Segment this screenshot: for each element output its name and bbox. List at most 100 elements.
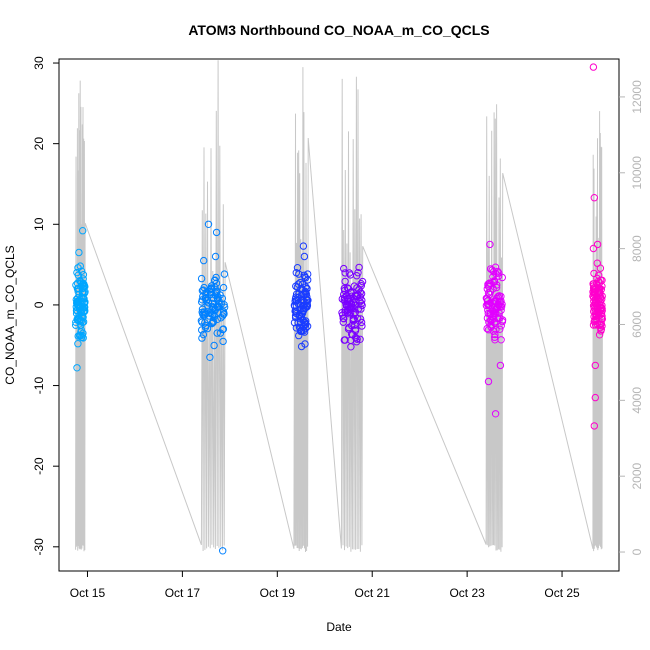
data-point	[199, 330, 208, 339]
data-point	[220, 270, 229, 278]
data-point	[491, 410, 500, 418]
data-point	[212, 228, 221, 237]
y2-tick-label: 12000	[630, 80, 644, 114]
data-point	[490, 278, 499, 286]
x-axis-label: Date	[326, 620, 352, 634]
data-point	[291, 302, 299, 310]
data-point	[357, 305, 365, 313]
data-point	[79, 329, 87, 337]
data-point	[76, 316, 85, 324]
data-point	[200, 312, 208, 320]
x-tick-label: Oct 19	[260, 586, 296, 600]
data-point	[77, 328, 85, 336]
y2-axis: 0 2000 4000 6000 8000 10000 12000	[619, 80, 644, 555]
data-point	[197, 274, 206, 283]
data-point	[219, 308, 228, 316]
data-point	[299, 242, 308, 250]
data-point	[491, 336, 499, 344]
data-point	[80, 280, 88, 288]
data-point	[296, 315, 304, 323]
data-point	[357, 318, 366, 327]
secondary-line-layer	[75, 60, 603, 553]
data-point	[498, 300, 506, 308]
data-point	[483, 300, 492, 309]
data-point	[208, 319, 216, 328]
plot-frame	[58, 58, 620, 572]
data-point	[598, 312, 606, 320]
data-point	[341, 336, 349, 344]
data-point	[489, 315, 497, 324]
data-point	[80, 283, 88, 291]
data-point	[204, 220, 213, 229]
data-point	[591, 361, 599, 370]
data-point	[343, 284, 352, 292]
data-point	[486, 288, 495, 296]
data-point	[213, 329, 221, 337]
data-point	[349, 331, 357, 339]
data-point	[302, 320, 310, 329]
data-point	[79, 227, 87, 235]
y-tick-label: 20	[32, 137, 46, 151]
data-point	[589, 63, 598, 71]
data-point	[210, 341, 218, 350]
data-point	[484, 280, 492, 288]
data-point	[293, 283, 302, 291]
data-point	[598, 322, 606, 330]
data-point	[340, 294, 349, 302]
x-tick-label: Oct 21	[355, 586, 391, 600]
data-point	[211, 252, 220, 261]
data-point	[348, 292, 356, 300]
data-point	[203, 324, 212, 333]
x-tick-label: Oct 23	[449, 586, 485, 600]
data-point	[79, 305, 87, 313]
data-point	[73, 285, 82, 293]
data-point	[301, 287, 309, 296]
data-point	[349, 315, 357, 324]
data-point	[212, 279, 221, 287]
y-axis-label: CO_NOAA_m_CO_QCLS	[3, 245, 17, 384]
data-point	[348, 301, 356, 309]
data-point	[592, 279, 601, 288]
data-point	[292, 290, 301, 298]
data-point	[491, 330, 499, 339]
data-point	[218, 312, 227, 320]
data-point	[596, 294, 604, 303]
data-point	[353, 335, 361, 343]
data-point	[597, 309, 606, 318]
x-tick-label: Oct 25	[544, 586, 580, 600]
data-point	[483, 324, 491, 333]
data-point	[486, 240, 494, 249]
data-point	[214, 302, 222, 311]
y2-tick-label: 8000	[630, 235, 644, 262]
y-tick-label: 10	[32, 217, 46, 231]
data-point	[300, 306, 308, 314]
data-point	[489, 327, 497, 335]
y-tick-label: -30	[32, 538, 46, 556]
data-point	[489, 299, 497, 307]
secondary-line	[75, 60, 603, 553]
y2-tick-label: 6000	[630, 311, 644, 338]
data-point	[206, 353, 214, 361]
data-point	[73, 364, 81, 372]
data-point	[219, 547, 227, 555]
data-point	[591, 298, 599, 307]
data-point	[356, 288, 364, 296]
data-point	[304, 270, 312, 278]
data-point	[592, 311, 601, 319]
data-point	[484, 326, 493, 334]
y2-tick-label: 4000	[630, 387, 644, 414]
data-point	[595, 331, 604, 339]
data-point	[343, 291, 351, 300]
data-point	[343, 308, 351, 317]
data-point	[358, 277, 367, 286]
data-point	[355, 263, 363, 272]
data-point	[200, 256, 208, 265]
data-point	[206, 290, 215, 299]
data-point	[484, 377, 493, 386]
data-point	[492, 305, 500, 314]
data-point	[594, 291, 602, 299]
data-point	[301, 290, 309, 298]
data-point	[301, 340, 309, 348]
